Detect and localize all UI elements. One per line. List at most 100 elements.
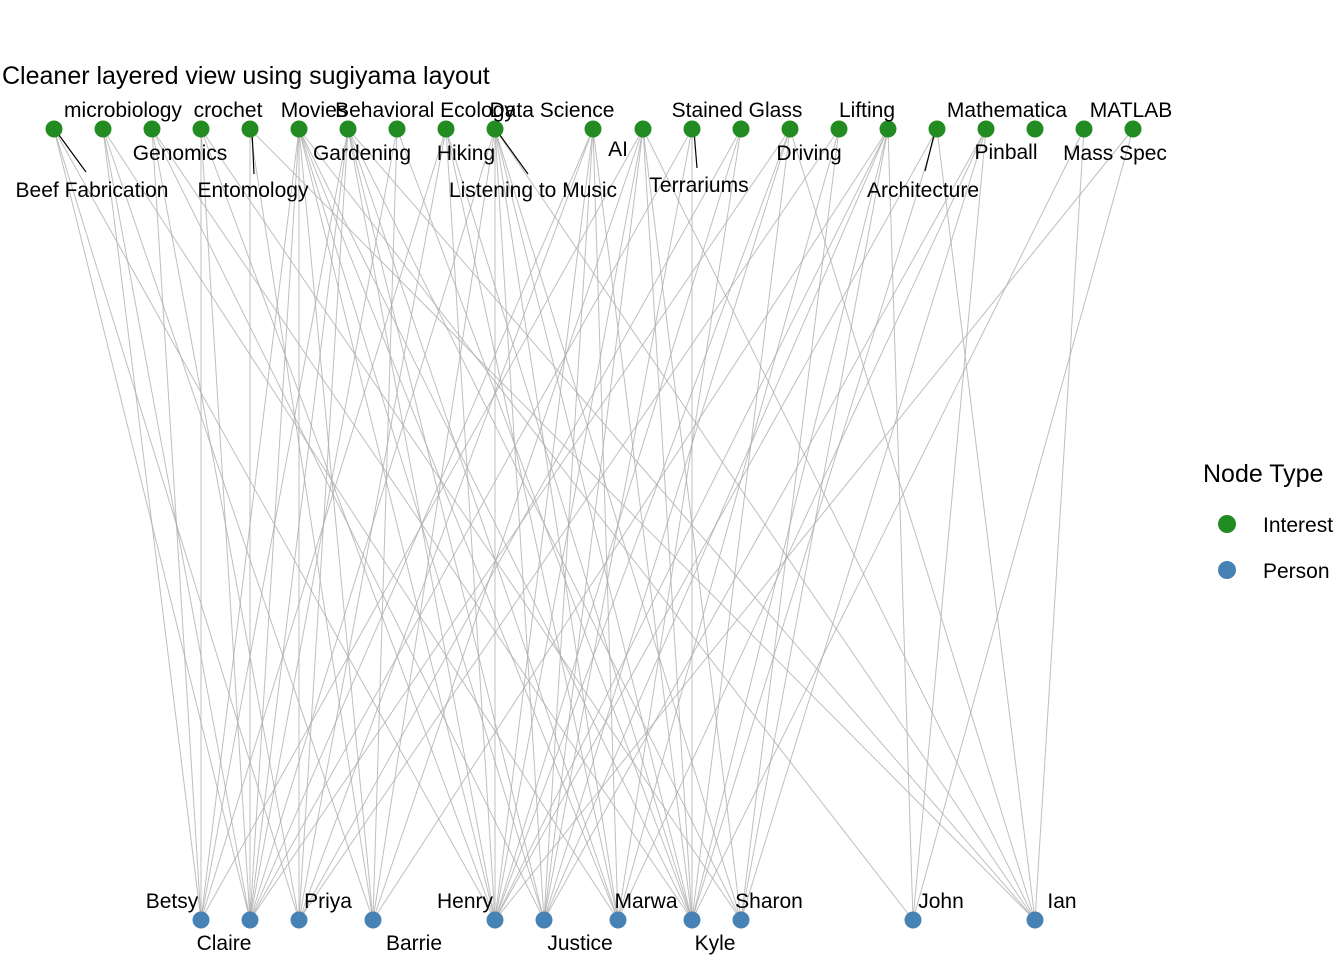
edge-driving-ian bbox=[789, 128, 1036, 921]
person-node-claire bbox=[241, 911, 259, 929]
edge-architecture-henry bbox=[494, 128, 889, 921]
interest-label-crochet: crochet bbox=[194, 99, 263, 122]
person-label-barrie: Barrie bbox=[386, 932, 442, 955]
edges-layer bbox=[53, 128, 1134, 921]
edge-stained-glass-marwa bbox=[617, 128, 742, 921]
legend: Node Type Interest Person bbox=[1203, 460, 1333, 583]
edge-data-science-priya bbox=[298, 128, 594, 921]
interest-node-crochet bbox=[192, 120, 210, 138]
interest-node-genomics bbox=[143, 120, 161, 138]
person-label-justice: Justice bbox=[547, 932, 612, 955]
edge-data-science-henry bbox=[494, 128, 594, 921]
edge-mathematica-ian bbox=[936, 128, 1036, 921]
edge-driving-justice bbox=[543, 128, 791, 921]
labels-layer: Beef Fabrication microbiology Genomics croc… bbox=[16, 99, 1173, 955]
interest-label-architecture: Architecture bbox=[867, 179, 979, 202]
edge-ai-barrie bbox=[372, 128, 644, 921]
edge-movies-henry bbox=[298, 128, 496, 921]
edge-entomology-barrie bbox=[249, 128, 374, 921]
person-label-henry: Henry bbox=[437, 890, 494, 913]
person-node-justice bbox=[535, 911, 553, 929]
edge-ai-betsy bbox=[200, 128, 644, 921]
edge-mass-spec-kyle bbox=[691, 128, 1085, 921]
edge-mathematica-henry bbox=[494, 128, 938, 921]
interest-node-pinball bbox=[977, 120, 995, 138]
edge-pinball-justice bbox=[543, 128, 987, 921]
edge-behavioral-ecology-barrie bbox=[372, 128, 398, 921]
edge-architecture-kyle bbox=[691, 128, 889, 921]
edge-driving-henry bbox=[494, 128, 791, 921]
interest-node-architecture bbox=[879, 120, 897, 138]
interest-label-mathematica: Mathematica bbox=[947, 99, 1068, 122]
person-node-john bbox=[904, 911, 922, 929]
legend-person-label: Person bbox=[1263, 560, 1330, 583]
person-node-henry bbox=[486, 911, 504, 929]
leader-architecture bbox=[924, 130, 936, 172]
person-label-marwa: Marwa bbox=[614, 890, 677, 913]
interest-label-hiking: Hiking bbox=[437, 142, 495, 165]
interest-node-mathematica bbox=[928, 120, 946, 138]
interest-node-microbiology bbox=[94, 120, 112, 138]
edge-listening-to-music-claire bbox=[249, 128, 496, 921]
interest-label-listening-to-music: Listening to Music bbox=[449, 179, 617, 202]
interest-node-lifting bbox=[830, 120, 848, 138]
edge-ai-justice bbox=[543, 128, 644, 921]
interest-node bbox=[1026, 120, 1044, 138]
edge-pinball-sharon bbox=[740, 128, 987, 921]
edge-driving-kyle bbox=[691, 128, 791, 921]
interest-label-gardening: Gardening bbox=[313, 142, 411, 165]
edge-data-science-marwa bbox=[592, 128, 619, 921]
interest-label-data-science: Data Science bbox=[490, 99, 615, 122]
person-node-ian bbox=[1026, 911, 1044, 929]
interest-node-data-science bbox=[584, 120, 602, 138]
edge-matlab-john bbox=[912, 128, 1134, 921]
interest-label-beef-fabrication: Beef Fabrication bbox=[16, 179, 169, 202]
person-node-priya bbox=[290, 911, 308, 929]
interest-node-gardening bbox=[339, 120, 357, 138]
interest-label-stained-glass: Stained Glass bbox=[672, 99, 803, 122]
interest-node-behavioral-ecology bbox=[388, 120, 406, 138]
interest-label-lifting: Lifting bbox=[839, 99, 895, 122]
edge-crochet-claire bbox=[200, 128, 251, 921]
person-node-marwa bbox=[609, 911, 627, 929]
label-leaders-layer bbox=[55, 130, 936, 175]
interest-label-genomics: Genomics bbox=[133, 142, 228, 165]
legend-person-swatch bbox=[1218, 561, 1236, 579]
edge-gardening-claire bbox=[249, 128, 349, 921]
edge-pinball-john bbox=[912, 128, 987, 921]
interest-node-entomology bbox=[241, 120, 259, 138]
leader-entomology bbox=[251, 130, 255, 175]
person-label-kyle: Kyle bbox=[695, 932, 736, 955]
person-label-ian: Ian bbox=[1047, 890, 1076, 913]
interest-node-listening-to-music bbox=[486, 120, 504, 138]
edge-architecture-john bbox=[887, 128, 914, 921]
interest-label-behavioral-ecology: Behavioral Ecology bbox=[335, 99, 515, 122]
interest-label-driving: Driving bbox=[776, 142, 841, 165]
interest-node-terrariums bbox=[683, 120, 701, 138]
interest-label-pinball: Pinball bbox=[974, 141, 1037, 164]
edge-matlab-henry bbox=[494, 128, 1134, 921]
interest-node-matlab bbox=[1124, 120, 1142, 138]
edge-architecture-barrie bbox=[372, 128, 889, 921]
nodes-layer bbox=[45, 120, 1142, 929]
legend-title: Node Type bbox=[1203, 460, 1323, 488]
interest-node-ai bbox=[634, 120, 652, 138]
leader-beef-fabrication bbox=[55, 130, 87, 173]
interest-label-matlab: MATLAB bbox=[1090, 99, 1172, 122]
leader-terrariums bbox=[693, 130, 698, 169]
person-label-sharon: Sharon bbox=[735, 890, 803, 913]
person-label-john: John bbox=[918, 890, 964, 913]
person-label-claire: Claire bbox=[197, 932, 252, 955]
edge-driving-claire bbox=[249, 128, 791, 921]
legend-interest-label: Interest bbox=[1263, 514, 1333, 537]
interest-node-hiking bbox=[437, 120, 455, 138]
edge-pinball-marwa bbox=[617, 128, 987, 921]
person-label-priya: Priya bbox=[304, 890, 352, 913]
person-node-sharon bbox=[732, 911, 750, 929]
person-node-betsy bbox=[192, 911, 210, 929]
person-node-kyle bbox=[683, 911, 701, 929]
chart-title: Cleaner layered view using sugiyama layo… bbox=[2, 62, 490, 90]
interest-label-ai: AI bbox=[608, 138, 628, 161]
edge-gardening-betsy bbox=[200, 128, 349, 921]
interest-label-microbiology: microbiology bbox=[64, 99, 182, 122]
